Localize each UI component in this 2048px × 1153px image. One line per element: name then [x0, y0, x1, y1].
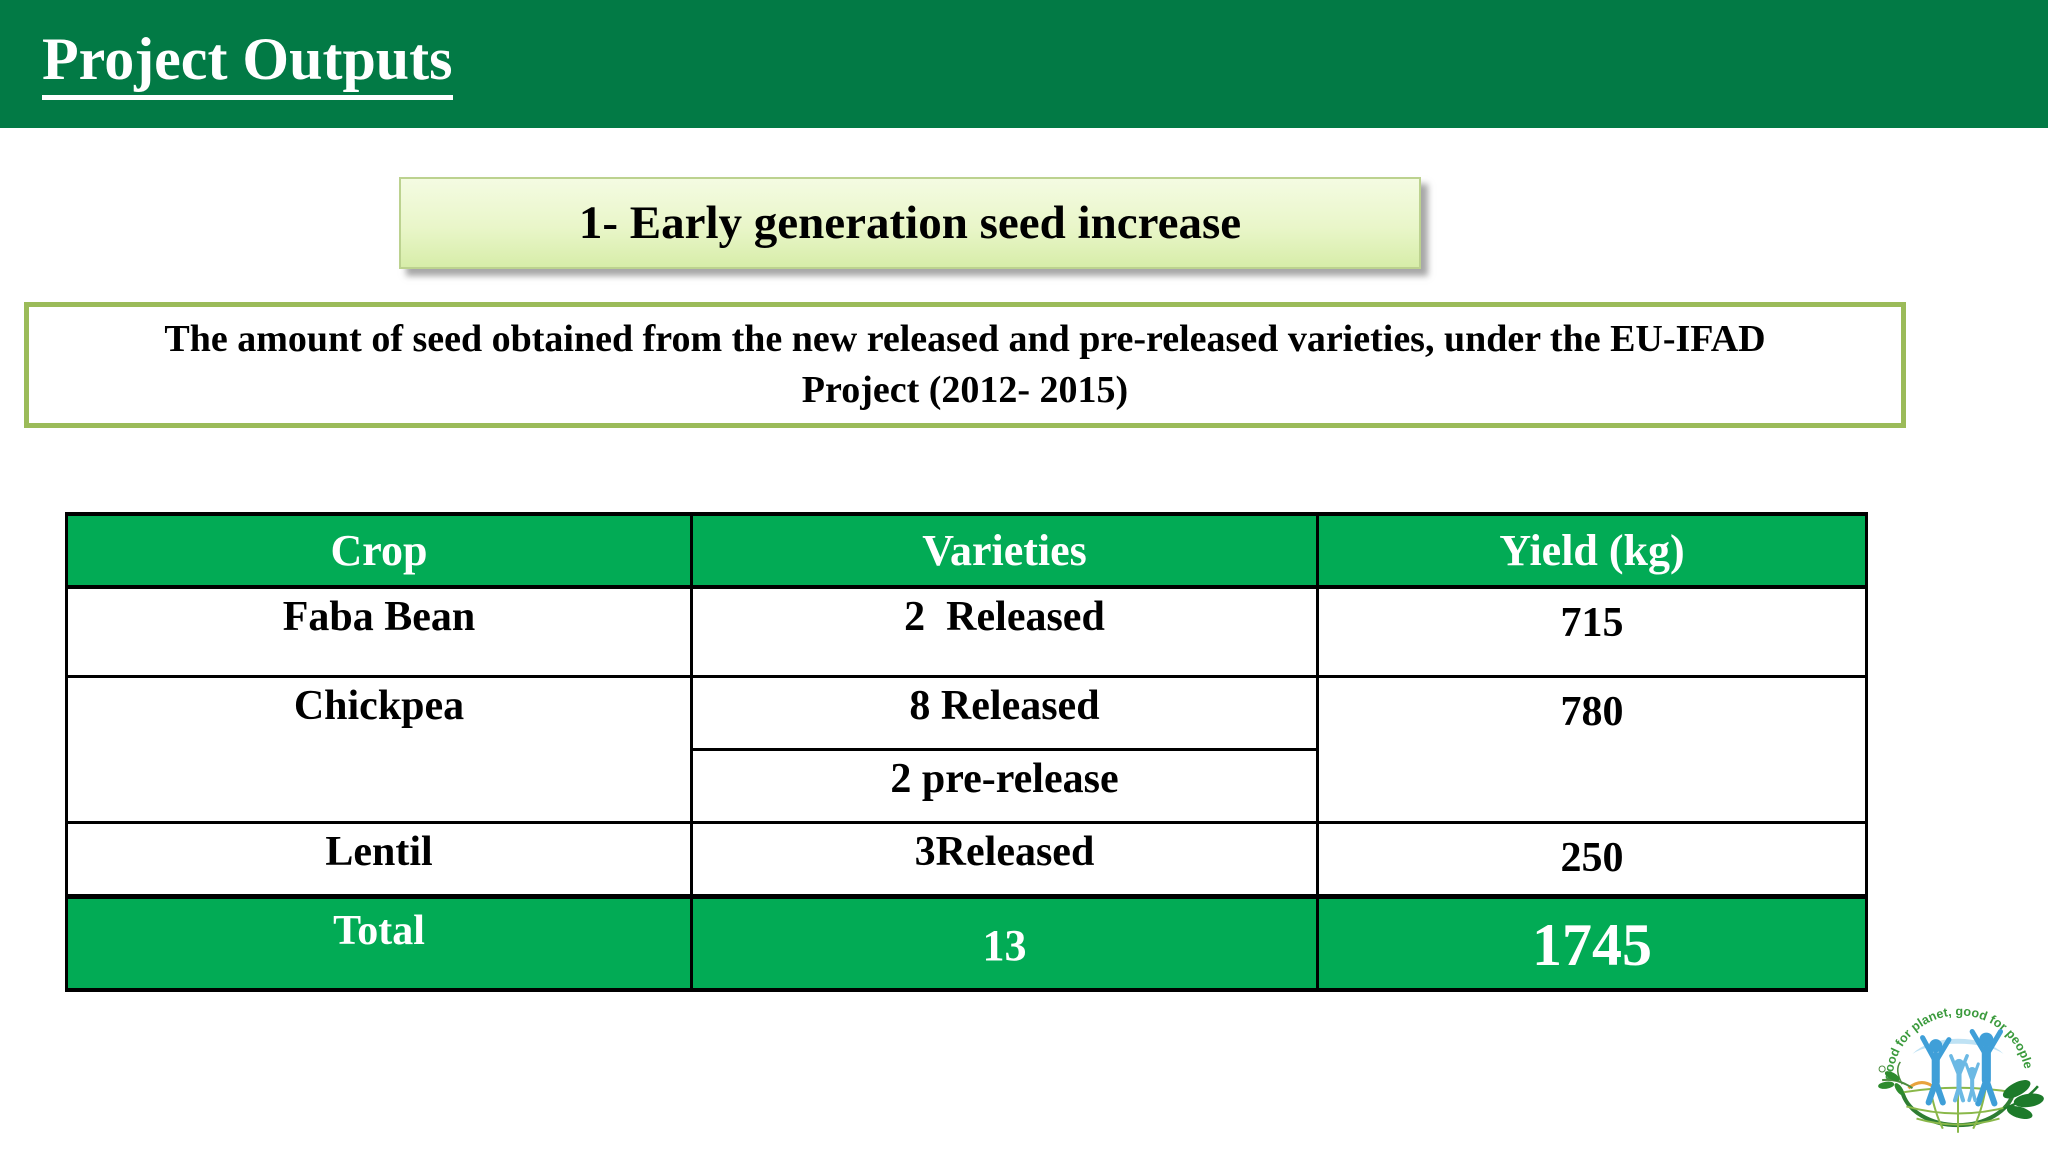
table-header-row: Crop Varieties Yield (kg) — [65, 512, 1868, 589]
cell-crop: Chickpea — [65, 674, 693, 824]
children-figures-icon — [1949, 1054, 1980, 1103]
section-title: 1- Early generation seed increase — [578, 197, 1242, 249]
family-figures-icon — [1920, 1029, 2004, 1107]
cell-varieties: 2 Released — [690, 585, 1319, 678]
cell-crop: Faba Bean — [65, 585, 693, 678]
cell-crop: Lentil — [65, 820, 693, 898]
page-title: Project Outputs — [42, 28, 453, 100]
cell-total-label: Total — [65, 893, 693, 992]
section-title-box: 1- Early generation seed increase — [399, 177, 1421, 269]
table-row: Faba Bean 2 Released 715 — [65, 585, 1868, 678]
description-box: The amount of seed obtained from the new… — [24, 302, 1906, 428]
cell-total-yield: 1745 — [1316, 893, 1868, 992]
header-bar: Project Outputs — [0, 0, 2048, 128]
cell-yield: 250 — [1316, 820, 1868, 898]
cell-yield: 780 — [1316, 674, 1868, 824]
column-header-crop: Crop — [65, 512, 693, 589]
table-row: 2 pre-release — [67, 747, 1867, 824]
column-header-yield: Yield (kg) — [1316, 512, 1868, 589]
description-line-1: The amount of seed obtained from the new… — [164, 318, 1766, 360]
table-row: Lentil 3Released 250 — [65, 820, 1868, 898]
cell-varieties: 3Released — [690, 820, 1319, 898]
left-branch-icon — [1878, 1061, 1914, 1096]
seed-yield-table: Crop Varieties Yield (kg) Faba Bean 2 Re… — [65, 512, 1868, 992]
right-leaves-icon — [2002, 1080, 2044, 1119]
table-row: Chickpea 8 Released 780 — [65, 674, 1868, 824]
description-line-2: Project (2012- 2015) — [801, 369, 1129, 411]
table-total-row: Total 13 1745 — [65, 893, 1868, 992]
cell-total-varieties: 13 — [690, 893, 1319, 992]
cell-yield: 715 — [1316, 585, 1868, 678]
footer-logo: good for planet, good for people — [1872, 988, 2044, 1148]
footer-logo-graphic: good for planet, good for people — [1878, 1004, 2044, 1133]
cell-varieties: 8 Released — [690, 674, 1319, 751]
column-header-varieties: Varieties — [690, 512, 1319, 589]
cell-varieties: 2 pre-release — [690, 747, 1319, 824]
